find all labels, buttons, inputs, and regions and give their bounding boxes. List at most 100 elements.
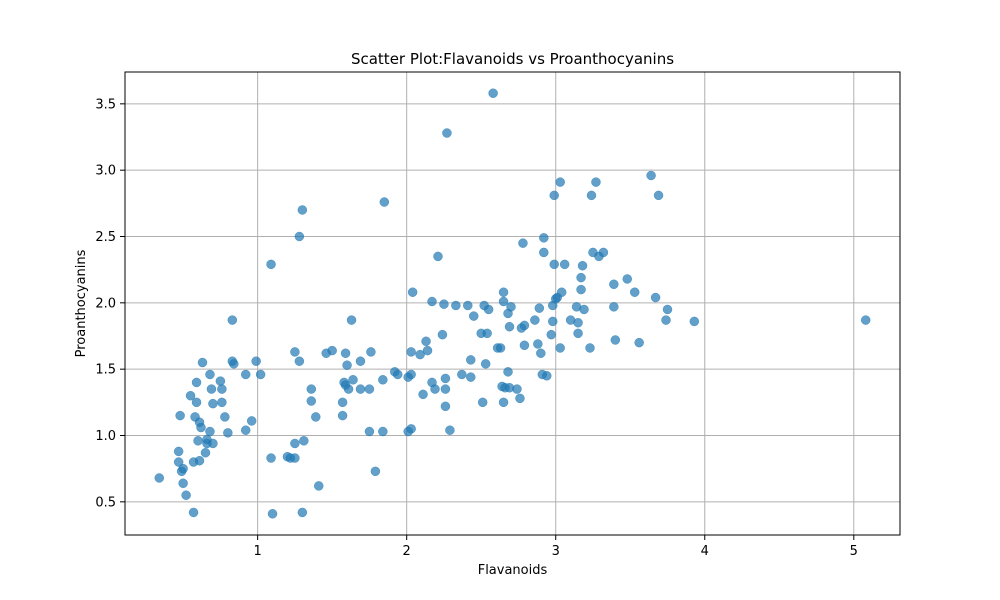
- points-layer: [154, 88, 871, 519]
- scatter-point: [576, 272, 586, 283]
- scatter-point: [406, 369, 416, 380]
- scatter-point: [246, 416, 257, 426]
- scatter-point: [661, 315, 671, 325]
- scatter-point: [229, 359, 239, 369]
- scatter-point: [556, 287, 567, 297]
- scatter-point: [536, 348, 546, 358]
- scatter-point: [466, 355, 476, 365]
- scatter-point: [355, 356, 366, 366]
- scatter-point: [480, 359, 491, 369]
- x-axis-label: Flavanoids: [478, 563, 548, 578]
- ticks-layer: 1 2 3 4 5 0.5 1.0 1.5 2.0 2.5 3.0 3.5: [95, 97, 858, 559]
- scatter-point: [188, 507, 199, 518]
- scatter-point: [629, 287, 640, 297]
- scatter-point: [240, 425, 251, 435]
- scatter-point: [306, 396, 317, 406]
- scatter-point: [208, 398, 218, 409]
- y-axis-label: Proanthocyanins: [74, 249, 89, 357]
- scatter-point: [406, 347, 416, 357]
- x-tick-label: 2: [403, 544, 411, 559]
- y-tick-label: 1.5: [95, 363, 116, 378]
- scatter-point: [217, 397, 227, 408]
- scatter-point: [610, 335, 621, 345]
- scatter-point: [227, 315, 238, 325]
- scatter-point: [197, 357, 208, 368]
- scatter-point: [297, 507, 308, 518]
- scatter-point: [196, 422, 206, 433]
- scatter-point: [290, 438, 300, 449]
- scatter-point: [311, 412, 321, 422]
- scatter-point: [215, 376, 226, 386]
- scatter-point: [337, 397, 348, 408]
- scatter-point: [488, 88, 498, 98]
- scatter-point: [193, 436, 203, 446]
- scatter-point: [555, 343, 565, 353]
- scatter-point: [251, 356, 261, 366]
- chart-title: Scatter Plot:Flavanoids vs Proanthocyani…: [351, 50, 674, 68]
- scatter-point: [348, 375, 358, 385]
- scatter-point: [346, 315, 357, 325]
- scatter-point: [220, 412, 230, 422]
- scatter-point: [512, 384, 522, 394]
- scatter-point: [327, 345, 337, 356]
- y-tick-label: 0.5: [95, 495, 116, 510]
- y-tick-label: 3.0: [95, 164, 116, 179]
- scatter-point: [547, 316, 558, 327]
- scatter-point: [194, 455, 205, 466]
- scatter-point: [519, 340, 530, 351]
- scatter-point: [364, 426, 375, 437]
- scatter-point: [433, 251, 443, 262]
- scatter-point: [549, 259, 559, 270]
- y-tick-label: 2.5: [95, 230, 116, 245]
- scatter-point: [299, 436, 309, 446]
- scatter-point: [178, 478, 188, 489]
- scatter-point: [379, 197, 390, 207]
- scatter-point: [314, 481, 324, 491]
- scatter-point: [421, 336, 431, 347]
- scatter-point: [609, 302, 619, 312]
- scatter-point: [191, 377, 202, 388]
- scatter-point: [406, 424, 416, 434]
- scatter-point: [506, 302, 516, 312]
- scatter-point: [437, 329, 448, 340]
- scatter-point: [185, 390, 196, 401]
- scatter-point: [503, 367, 513, 377]
- scatter-point: [477, 397, 488, 408]
- scatter-point: [178, 463, 188, 474]
- scatter-point: [366, 347, 376, 357]
- scatter-point: [205, 426, 215, 437]
- scatter-point: [579, 304, 589, 315]
- scatter-point: [542, 371, 552, 381]
- scatter-point: [622, 274, 633, 284]
- scatter-point: [392, 369, 403, 380]
- scatter-point: [573, 328, 583, 339]
- scatter-point: [573, 317, 583, 328]
- scatter-point: [539, 233, 549, 243]
- x-tick-label: 5: [850, 544, 858, 559]
- scatter-point: [650, 292, 661, 303]
- y-tick-label: 1.0: [95, 429, 116, 444]
- scatter-point: [440, 384, 451, 394]
- scatter-point: [427, 296, 437, 307]
- scatter-point: [634, 337, 644, 348]
- scatter-point: [498, 296, 509, 307]
- plot-area-frame: [124, 71, 901, 536]
- scatter-point: [206, 384, 217, 394]
- scatter-point: [415, 349, 425, 360]
- scatter-point: [860, 315, 871, 325]
- scatter-point: [297, 205, 308, 215]
- scatter-point: [559, 259, 570, 270]
- scatter-point: [378, 375, 388, 385]
- scatter-point: [577, 260, 588, 271]
- scatter-point: [175, 410, 185, 421]
- scatter-point: [469, 311, 479, 321]
- scatter-point: [549, 190, 559, 201]
- scatter-point: [290, 453, 300, 463]
- scatter-point: [482, 328, 492, 339]
- scatter-point: [290, 347, 300, 357]
- scatter-point: [495, 343, 506, 353]
- scatter-point: [576, 284, 586, 295]
- scatter-point: [439, 299, 449, 309]
- scatter-point: [337, 410, 348, 421]
- scatter-point: [223, 428, 233, 438]
